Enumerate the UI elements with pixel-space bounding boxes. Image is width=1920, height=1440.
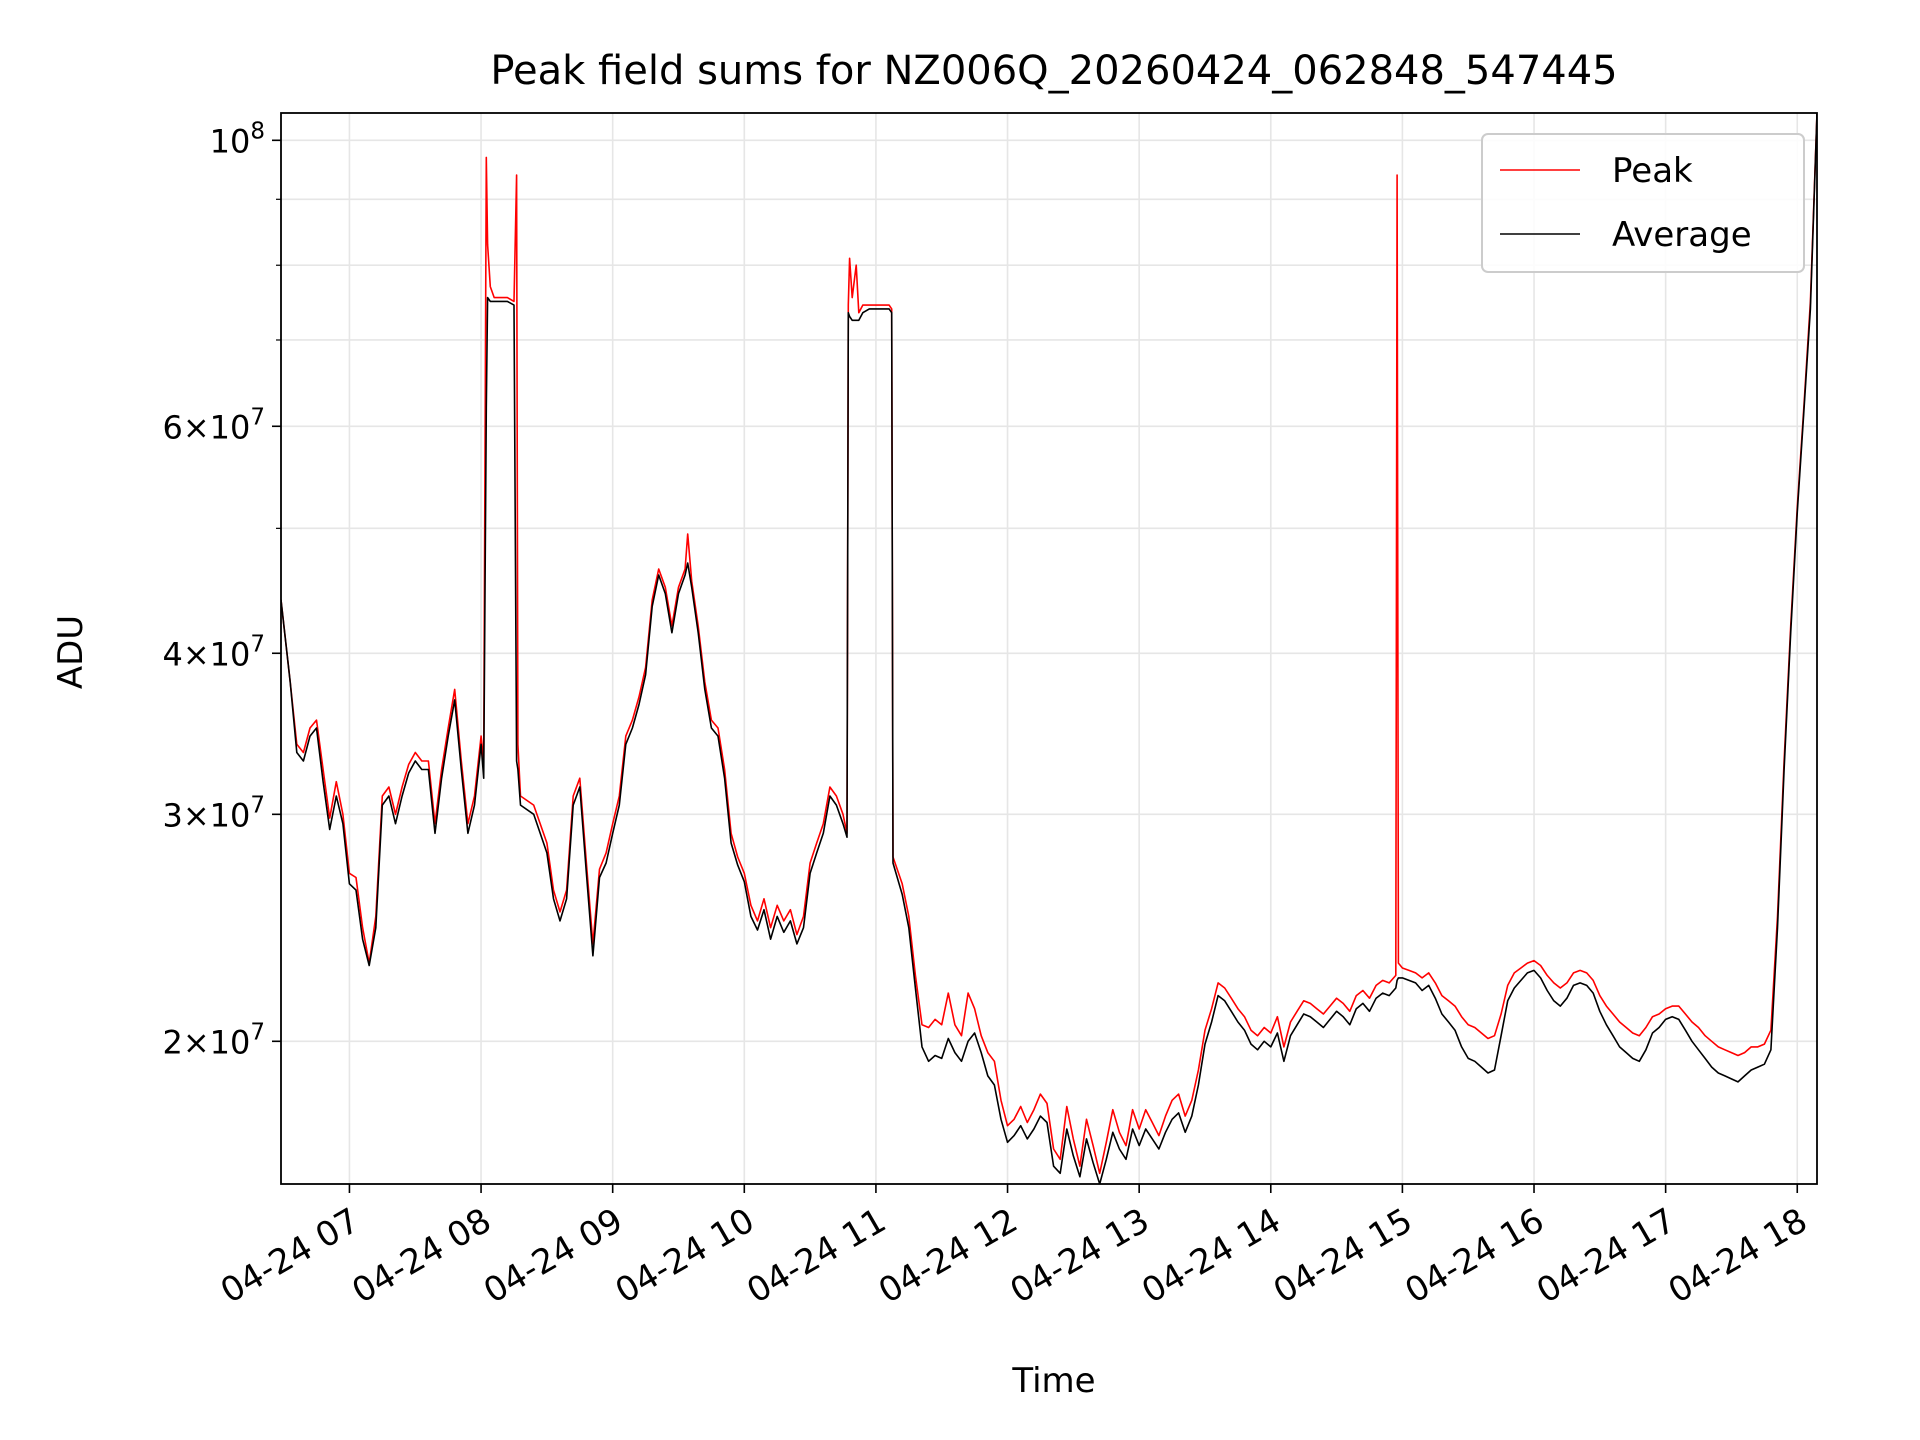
- legend-box: [1481, 133, 1805, 273]
- y-tick-label: 4×107: [162, 631, 265, 673]
- legend-label-average: Average: [1612, 215, 1752, 255]
- y-tick-label: 6×107: [162, 404, 265, 446]
- legend-label-peak: Peak: [1612, 151, 1693, 191]
- chart-title: Peak field sums for NZ006Q_20260424_0628…: [490, 48, 1617, 94]
- series-line-average: [281, 113, 1817, 1184]
- y-axis-label: ADU: [51, 615, 91, 689]
- y-tick-label: 2×107: [162, 1019, 265, 1061]
- legend: Peak Average: [1481, 133, 1805, 273]
- series-layer: [281, 113, 1817, 1184]
- plot-frame: [280, 112, 1818, 1185]
- y-tick-label: 3×107: [162, 792, 265, 834]
- series-line-peak: [281, 113, 1817, 1175]
- y-tick-label: 108: [210, 118, 265, 160]
- x-axis-label: Time: [1011, 1361, 1095, 1401]
